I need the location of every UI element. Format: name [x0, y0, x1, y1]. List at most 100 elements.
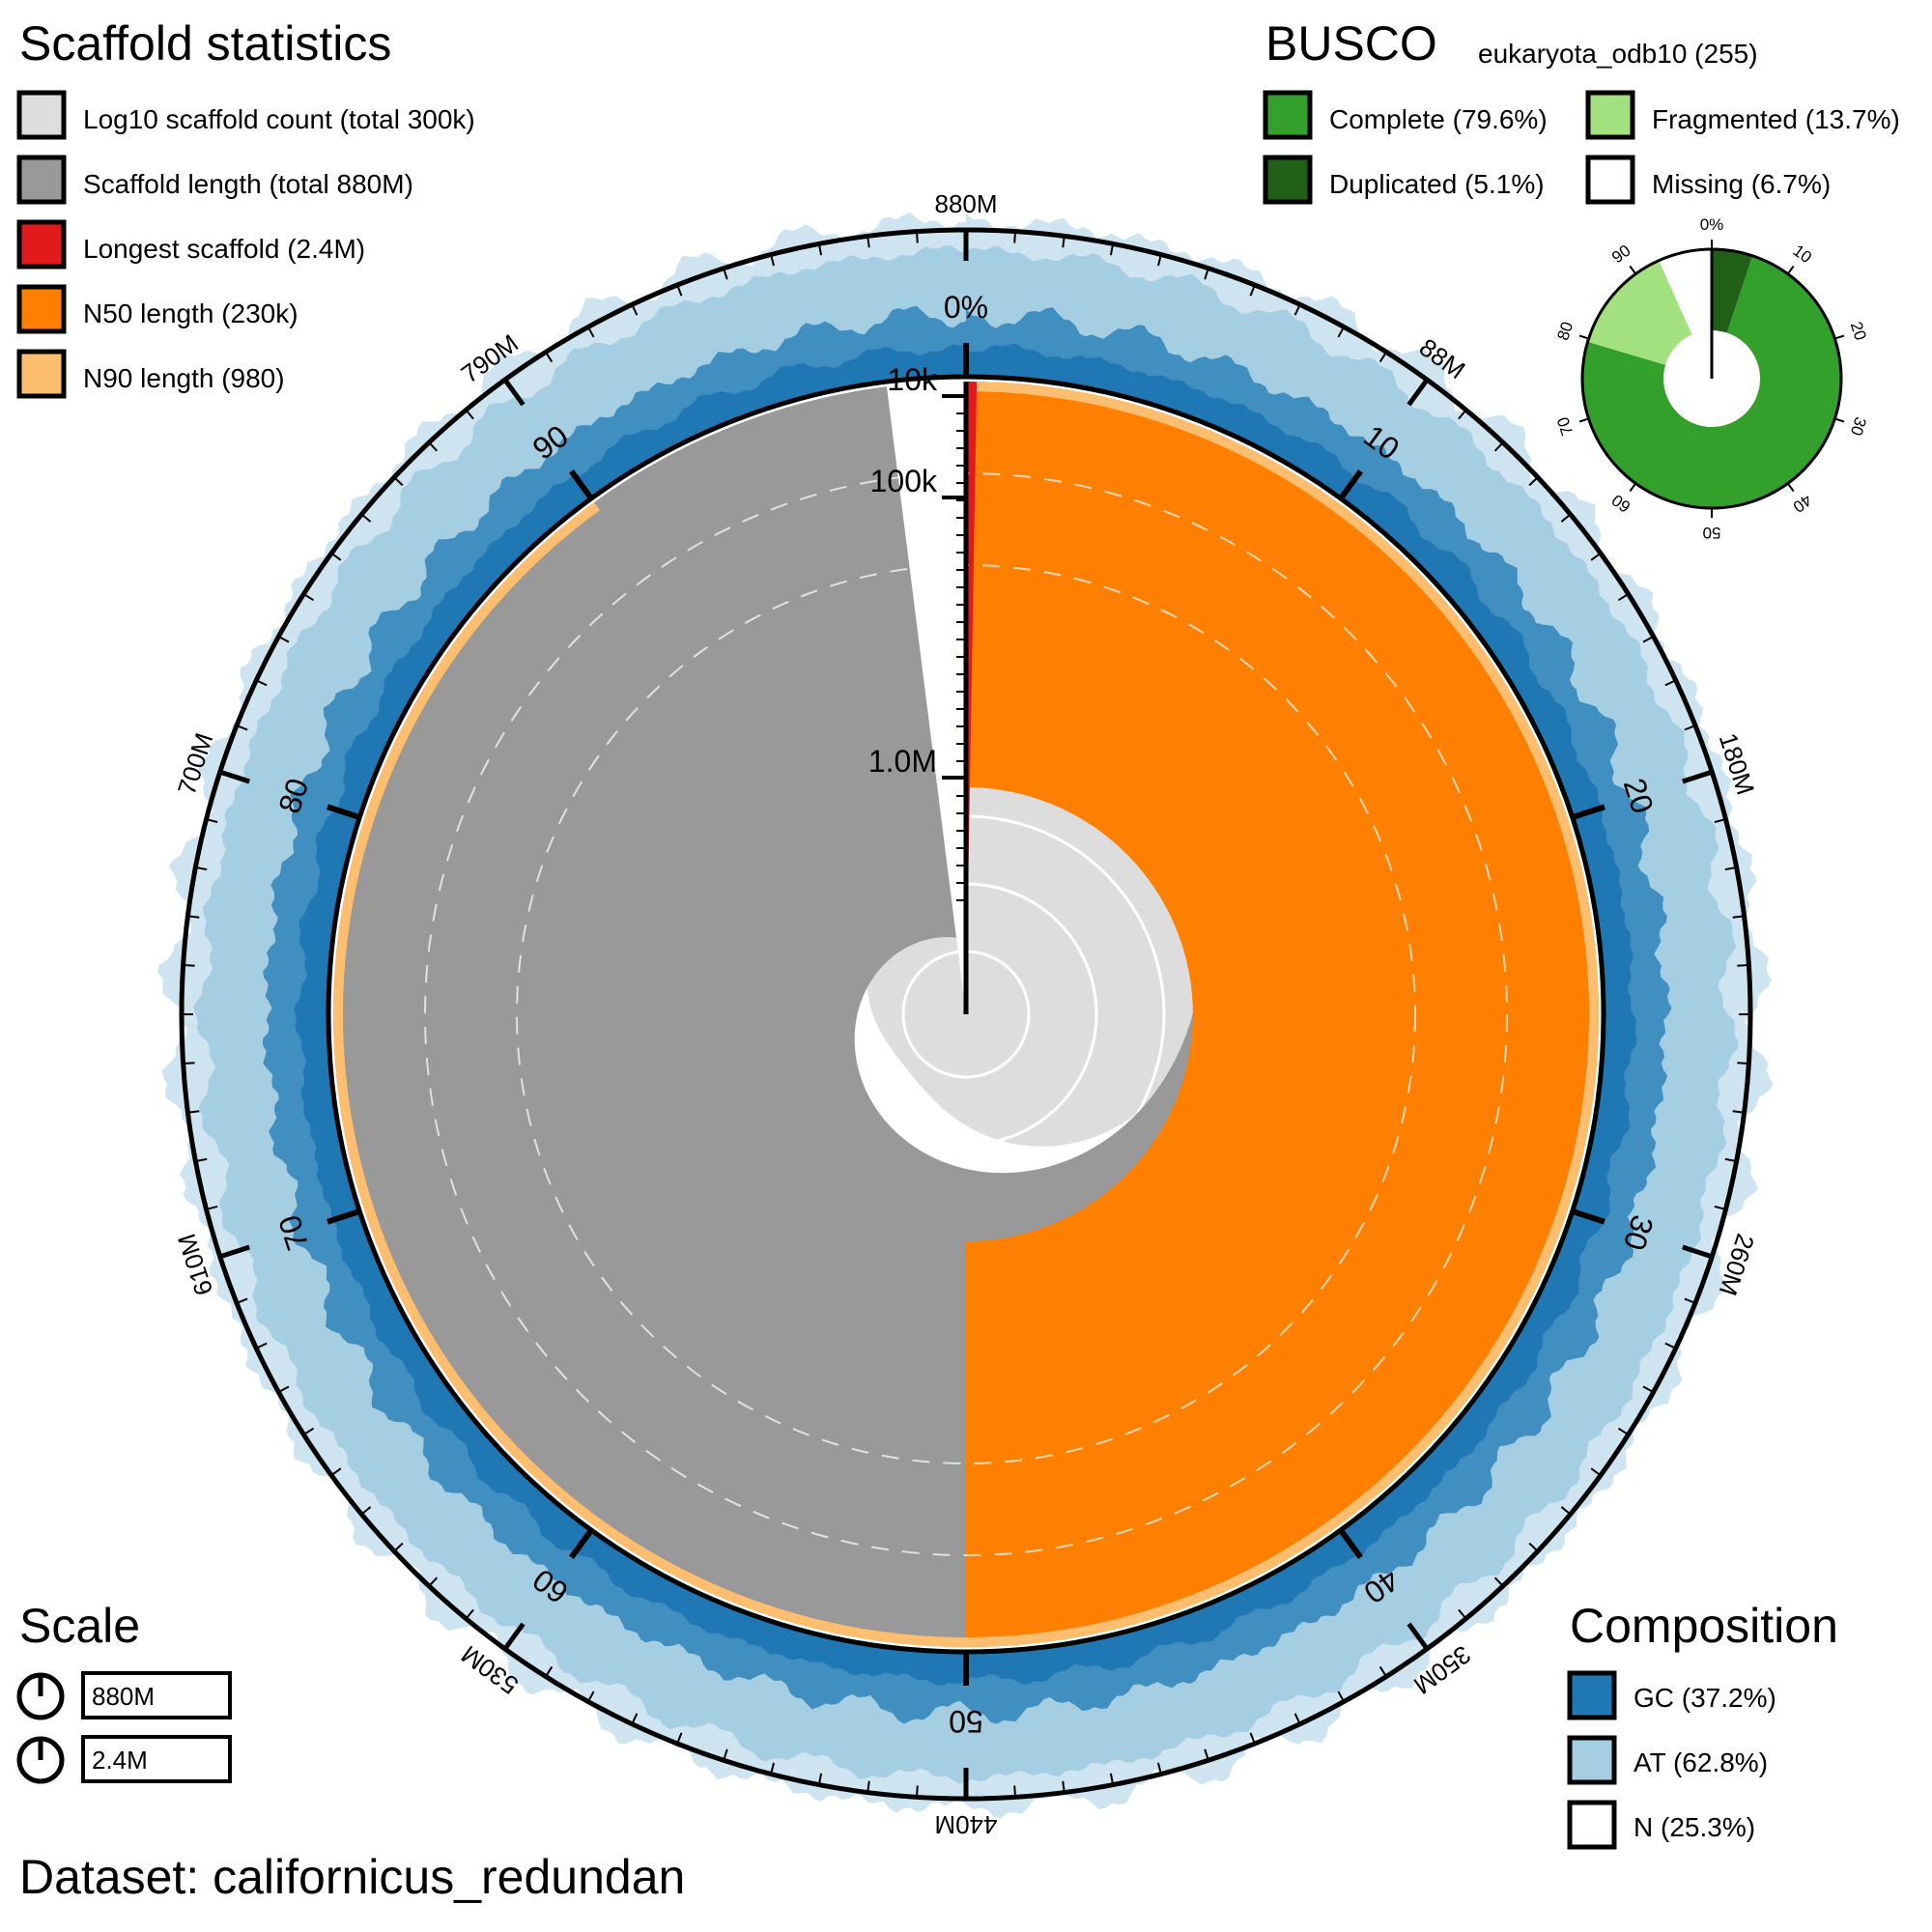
outer-tick	[206, 1205, 218, 1210]
outer-tick	[1378, 1665, 1387, 1678]
outer-tick	[1590, 552, 1602, 561]
outer-tick	[1249, 1732, 1256, 1745]
outer-tick	[1406, 378, 1430, 407]
legend-title: Scaffold statistics	[19, 16, 391, 71]
busco-duplicated-arc	[1712, 249, 1753, 333]
outer-tick	[1249, 284, 1256, 297]
outer-tick	[1493, 1577, 1504, 1587]
outer-tick	[545, 1665, 554, 1678]
scale-value-total: 880M	[92, 1682, 155, 1711]
outer-tick	[236, 1297, 248, 1304]
outer-tick	[330, 552, 342, 561]
busco-item-duplicated: Duplicated (5.1%)	[1263, 155, 1545, 205]
legend-item-n50: N50 length (230k)	[16, 284, 298, 334]
busco-tick	[1629, 265, 1637, 275]
outer-tick	[1458, 409, 1467, 420]
outer-tick	[330, 1467, 342, 1477]
outer-tick	[1714, 1205, 1726, 1210]
outer-tick	[1378, 351, 1387, 363]
radial-tick-label: 100k	[870, 464, 938, 498]
legend-item-length: Scaffold length (total 880M)	[16, 155, 413, 205]
outer-tick	[1732, 1110, 1745, 1114]
busco-title: BUSCO	[1265, 16, 1437, 71]
outer-tick	[187, 915, 200, 919]
outer-tick	[676, 1732, 683, 1745]
outer-tick	[631, 1713, 639, 1725]
outer-tick	[1737, 1062, 1749, 1065]
outer-tick	[1714, 818, 1726, 824]
outer-tick	[1062, 1780, 1065, 1793]
busco-tick	[1629, 482, 1637, 493]
outer-tick	[187, 1110, 200, 1114]
outer-tick	[723, 1748, 728, 1761]
busco-item-fragmented: Fragmented (13.7%)	[1585, 90, 1900, 140]
busco-donut: 0% 10 20 30 40 50 60 70 80 90	[1553, 215, 1869, 542]
outer-tick	[393, 1542, 404, 1552]
outer-tick	[1204, 1748, 1209, 1761]
outer-tick	[195, 1157, 208, 1163]
outer-tick	[1337, 1690, 1346, 1703]
legend-label-length: Scaffold length (total 880M)	[83, 169, 413, 199]
busco-fragmented-arc	[1587, 260, 1692, 365]
outer-tick	[428, 1577, 439, 1587]
busco-tick	[1834, 334, 1845, 340]
busco-label-fragmented: Fragmented (13.7%)	[1652, 104, 1900, 134]
outer-axis-label: 880M	[934, 189, 997, 218]
outer-tick	[1293, 1713, 1301, 1725]
percent-tick	[1338, 1528, 1363, 1560]
outer-tick	[255, 679, 268, 687]
outer-tick	[1337, 326, 1346, 338]
busco-tick-label: 40	[1790, 491, 1815, 516]
outer-tick	[465, 409, 474, 420]
legend-item-n90: N90 length (980)	[16, 349, 285, 399]
outer-tick	[277, 635, 290, 643]
busco-label-complete: Complete (79.6%)	[1329, 104, 1548, 134]
outer-tick	[867, 236, 870, 248]
percent-tick	[327, 1208, 361, 1225]
busco-tick-label: 10	[1790, 242, 1815, 267]
outer-tick	[1013, 1785, 1016, 1798]
count-spiral-area	[867, 780, 1205, 1147]
busco-tick-label: 90	[1608, 242, 1634, 267]
busco-tick	[1786, 265, 1795, 275]
outer-tick	[206, 818, 218, 824]
outer-tick	[218, 769, 250, 784]
outer-tick	[236, 724, 248, 731]
outer-tick	[1013, 231, 1016, 243]
legend-item-count: Log10 scaffold count (total 300k)	[16, 90, 475, 140]
composition-item-n: N (25.3%)	[1567, 1800, 1755, 1850]
outer-tick	[1560, 513, 1572, 523]
legend-label-n50: N50 length (230k)	[83, 298, 298, 328]
busco-tick-label: 80	[1553, 320, 1577, 343]
busco-tick-label: 30	[1847, 414, 1870, 438]
percent-axis-label: 50	[949, 1704, 983, 1739]
percent-tick	[327, 804, 361, 820]
composition-item-gc: GC (37.2%)	[1567, 1670, 1776, 1720]
outer-tick	[817, 243, 823, 256]
legend-label-n90: N90 length (980)	[83, 363, 285, 393]
outer-tick	[1109, 243, 1115, 256]
outer-tick	[218, 1244, 250, 1260]
busco-tick-label: 60	[1608, 491, 1634, 516]
outer-tick	[302, 1427, 315, 1435]
scale-item-total: 880M	[16, 1671, 232, 1720]
outer-tick	[1156, 254, 1162, 267]
dataset-label: Dataset: californicus_redundan	[19, 1850, 685, 1904]
outer-tick	[502, 378, 526, 407]
busco-tick	[1578, 334, 1589, 340]
outer-tick	[586, 1690, 595, 1703]
outer-tick	[1560, 1506, 1572, 1516]
outer-tick	[277, 1385, 290, 1394]
legend-item-longest: Longest scaffold (2.4M)	[16, 219, 365, 270]
outer-tick	[586, 326, 595, 338]
legend-label-count: Log10 scaffold count (total 300k)	[83, 104, 475, 134]
outer-tick	[1724, 1157, 1737, 1163]
busco-tick	[1834, 417, 1845, 423]
percent-tick	[1571, 804, 1605, 820]
busco-subtitle: eukaryota_odb10 (255)	[1478, 39, 1758, 69]
outer-tick	[195, 866, 208, 871]
percent-axis-label: 0%	[944, 290, 988, 325]
scale-title: Scale	[19, 1599, 140, 1653]
outer-tick	[1682, 1244, 1714, 1260]
